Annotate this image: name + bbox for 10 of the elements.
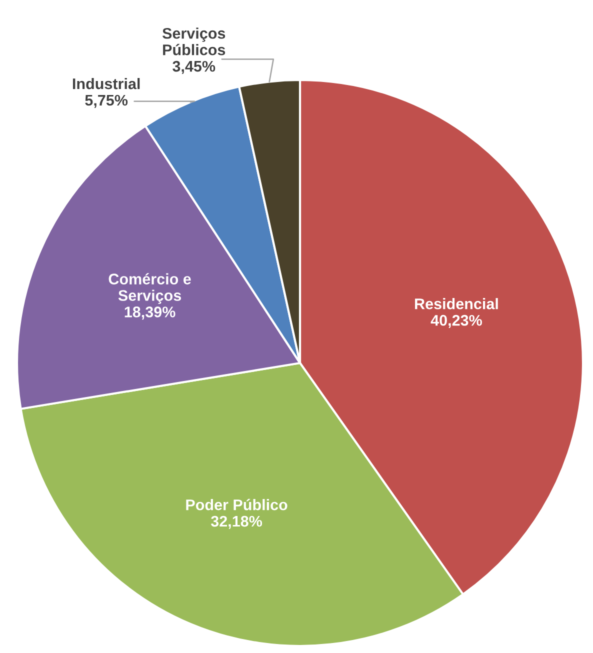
data-label: 40,23% [430,314,482,328]
data-label: 32,18% [210,516,262,529]
data-label: 3,45% [172,60,216,74]
slice-label: Comércio e Serviços [108,273,191,304]
data-label: 5,75% [85,94,128,108]
slice-label: Serviços Públicos [162,28,226,56]
data-label: 18,39% [124,306,176,320]
slice-label: Poder Público [186,498,288,510]
slice-label: Industrial [72,78,140,90]
slice-label: Residencial [415,298,498,310]
